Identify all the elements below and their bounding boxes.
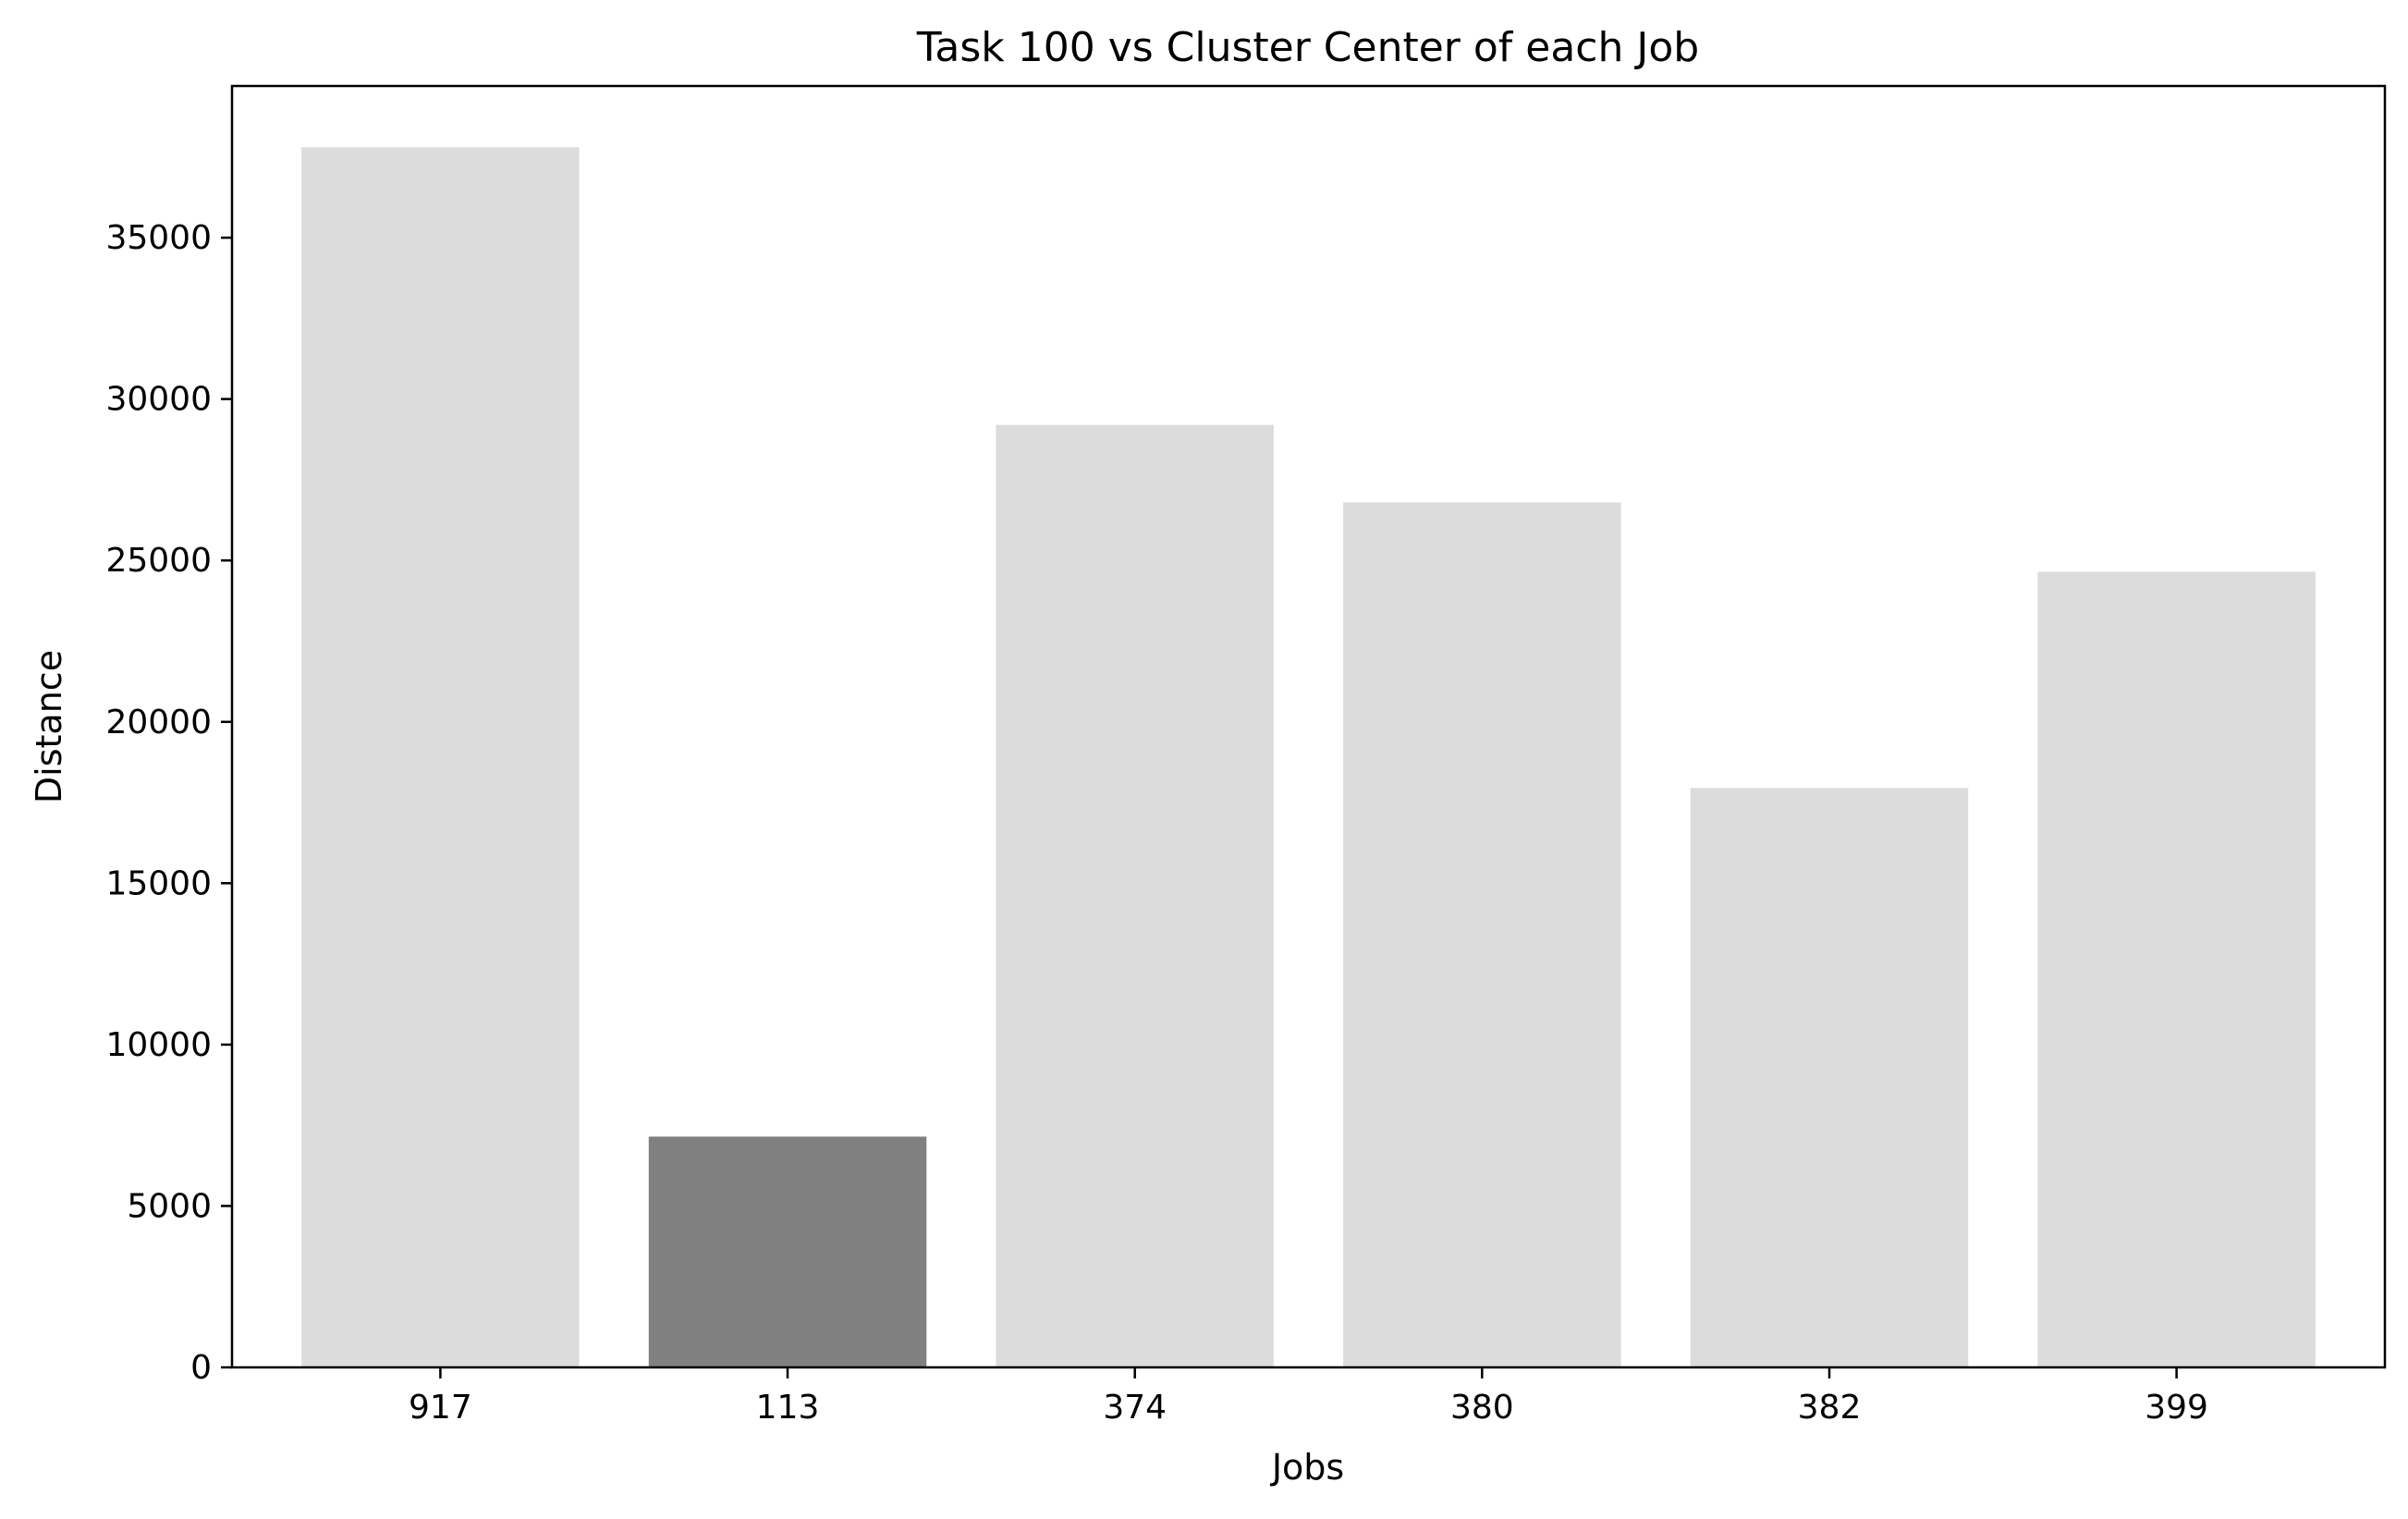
x-tick-label: 917 xyxy=(409,1389,472,1427)
bar-399 xyxy=(2037,571,2316,1367)
bar-917 xyxy=(301,147,580,1367)
bar-380 xyxy=(1343,502,1621,1367)
bar-113 xyxy=(648,1136,927,1367)
y-tick-label: 30000 xyxy=(105,381,212,419)
y-tick-label: 0 xyxy=(190,1349,212,1387)
plot-frame xyxy=(230,84,2387,1369)
x-axis-label: Jobs xyxy=(1270,1447,1344,1488)
y-axis-label: Distance xyxy=(29,650,69,803)
x-tick-label: 374 xyxy=(1103,1389,1167,1427)
y-axis: 0 5000 10000 15000 20000 25000 30000 35000 xyxy=(105,219,232,1387)
y-tick-label: 10000 xyxy=(105,1026,212,1064)
chart-title: Task 100 vs Cluster Center of each Job xyxy=(916,24,1699,71)
y-tick-label: 20000 xyxy=(105,704,212,741)
y-tick-label: 35000 xyxy=(105,219,212,257)
y-tick-label: 15000 xyxy=(105,864,212,902)
bars-layer xyxy=(301,147,2316,1368)
x-tick-label: 380 xyxy=(1450,1389,1514,1427)
x-tick-label: 382 xyxy=(1798,1389,1862,1427)
y-tick-label: 5000 xyxy=(127,1187,212,1225)
y-tick-label: 25000 xyxy=(105,542,212,580)
bar-374 xyxy=(996,424,1274,1368)
bar-382 xyxy=(1690,788,1969,1367)
x-tick-label: 113 xyxy=(756,1389,820,1427)
x-tick-label: 399 xyxy=(2145,1389,2208,1427)
x-axis: 917 113 374 380 382 399 xyxy=(409,1367,2208,1427)
